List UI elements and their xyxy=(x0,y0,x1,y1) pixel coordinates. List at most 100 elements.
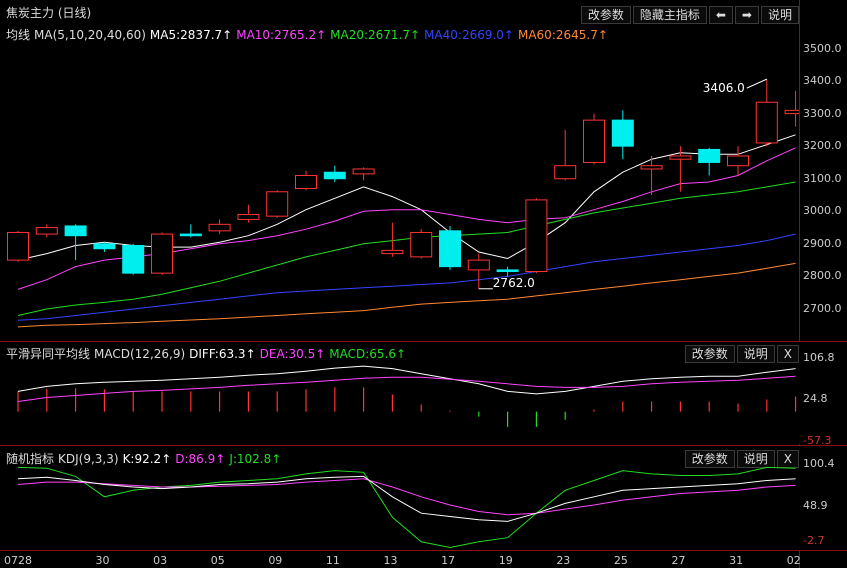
macd-axis-label: 24.8 xyxy=(803,392,828,406)
candle xyxy=(7,230,29,262)
date-axis-label: 27 xyxy=(671,554,686,567)
candlestick-chart: 3406.0 2762.0 xyxy=(7,78,799,328)
low-price-label: 2762.0 xyxy=(493,276,535,290)
kdj-title: 随机指标 xyxy=(6,452,55,466)
kdj-legend: 随机指标 KDJ(9,3,3) K:92.2↑ D:86.9↑ J:102.8↑ xyxy=(6,450,289,467)
price-axis-label: 3500.0 xyxy=(803,41,842,55)
candle-body xyxy=(640,165,663,170)
legend-item: MA10:2765.2↑ xyxy=(236,28,327,42)
legend-item: MA5:2837.7↑ xyxy=(149,28,233,42)
candle-body xyxy=(381,249,404,255)
candle xyxy=(352,167,375,181)
macd-axis-label: 106.8 xyxy=(803,350,835,364)
main-title-row: 焦炭主力 (日线) xyxy=(6,4,95,21)
right-arrow-button[interactable]: ➡ xyxy=(734,6,759,24)
separator-2 xyxy=(0,445,847,446)
price-axis-label: 3200.0 xyxy=(803,139,842,153)
candle xyxy=(755,79,778,147)
macd-legend: 平滑异同平均线 MACD(12,26,9) DIFF:63.3↑ DEA:30.5↑ M… xyxy=(6,345,414,362)
date-axis-label: 30 xyxy=(95,554,110,567)
help-button[interactable]: 说明 xyxy=(760,6,799,24)
ma-line-ma10 xyxy=(17,147,796,290)
price-axis-label: 3300.0 xyxy=(803,106,842,120)
macd-title: 平滑异同平均线 xyxy=(6,347,91,361)
candle-body xyxy=(179,233,202,237)
macd-chart xyxy=(17,365,797,427)
candle xyxy=(208,219,231,235)
kdj-panel: 随机指标 KDJ(9,3,3) K:92.2↑ D:86.9↑ J:102.8↑ 改参数… xyxy=(0,446,847,550)
candle-body xyxy=(35,227,58,235)
candle xyxy=(784,90,799,127)
contract-title: 焦炭主力 (日线) xyxy=(6,6,92,20)
candle-body xyxy=(727,155,749,167)
candle xyxy=(525,198,548,274)
candle-body xyxy=(93,243,116,250)
candle-body xyxy=(295,174,317,190)
candle-body xyxy=(7,231,29,261)
date-axis-label: 17 xyxy=(441,554,456,567)
main-toolbar: 改参数 隐藏主指标 ⬅ ➡ 说明 xyxy=(580,6,799,24)
macd-diff-line xyxy=(17,365,796,395)
candle-body xyxy=(554,165,577,180)
macd-help-button[interactable]: 说明 xyxy=(736,345,775,363)
edit-params-button[interactable]: 改参数 xyxy=(580,6,631,24)
candle xyxy=(381,222,404,257)
kdj-edit-params-button[interactable]: 改参数 xyxy=(684,450,735,468)
price-axis-label: 3000.0 xyxy=(803,204,842,218)
candle xyxy=(35,224,58,238)
ma-line-ma40 xyxy=(17,233,796,321)
macd-toolbar: 改参数 说明 X xyxy=(684,345,799,363)
kdj-toolbar: 改参数 说明 X xyxy=(684,450,799,468)
legend-item: J:102.8↑ xyxy=(229,452,282,466)
candle-body xyxy=(352,168,375,175)
candle xyxy=(583,113,605,165)
candle xyxy=(698,147,721,176)
candle-body xyxy=(237,214,260,220)
candle xyxy=(410,229,433,259)
candle xyxy=(64,224,87,261)
y-axis-line xyxy=(799,0,800,568)
macd-dea-line xyxy=(17,375,796,402)
candle xyxy=(179,224,202,238)
macd-edit-params-button[interactable]: 改参数 xyxy=(684,345,735,363)
legend-item: DEA:30.5↑ xyxy=(259,347,326,361)
price-axis-label: 3100.0 xyxy=(803,171,842,185)
ma-label: 均线 xyxy=(6,28,31,42)
candle xyxy=(151,232,173,275)
kdj-k-line xyxy=(17,475,796,522)
macd-axis-label: -57.3 xyxy=(803,433,832,447)
price-axis-label: 2900.0 xyxy=(803,236,842,250)
candle-body xyxy=(323,171,346,180)
candle xyxy=(669,146,692,192)
price-axis-label: 2800.0 xyxy=(803,269,842,283)
candle-body xyxy=(669,155,692,160)
kdj-axis-label: 100.4 xyxy=(803,456,835,470)
candle xyxy=(439,225,461,270)
ma-line-ma20 xyxy=(17,181,796,316)
candle-body xyxy=(266,191,289,217)
candle xyxy=(237,204,260,223)
date-axis-label: 09 xyxy=(268,554,283,567)
left-arrow-button[interactable]: ⬅ xyxy=(708,6,733,24)
ma-line-ma60 xyxy=(17,262,796,328)
macd-close-button[interactable]: X xyxy=(776,345,799,363)
kdj-help-button[interactable]: 说明 xyxy=(736,450,775,468)
candle-body xyxy=(439,230,461,268)
candle xyxy=(323,165,346,182)
ma-legend: 均线 MA(5,10,20,40,60) MA5:2837.7↑ MA10:2765.… xyxy=(6,26,616,43)
date-axis-label: 13 xyxy=(383,554,398,567)
candle xyxy=(727,146,749,176)
candle xyxy=(611,110,634,160)
kdj-d-line xyxy=(17,478,796,516)
candle-body xyxy=(208,223,231,232)
kdj-j-line xyxy=(17,466,796,549)
legend-item: K:92.2↑ xyxy=(122,452,172,466)
candle-body xyxy=(467,259,490,271)
kdj-axis-label: 48.9 xyxy=(803,498,828,512)
candle-body xyxy=(755,101,778,144)
legend-item: MA(5,10,20,40,60) xyxy=(34,28,146,42)
candle-body xyxy=(525,199,548,273)
hide-main-indicator-button[interactable]: 隐藏主指标 xyxy=(632,6,707,24)
candle-body xyxy=(151,233,173,274)
candle xyxy=(93,242,116,252)
